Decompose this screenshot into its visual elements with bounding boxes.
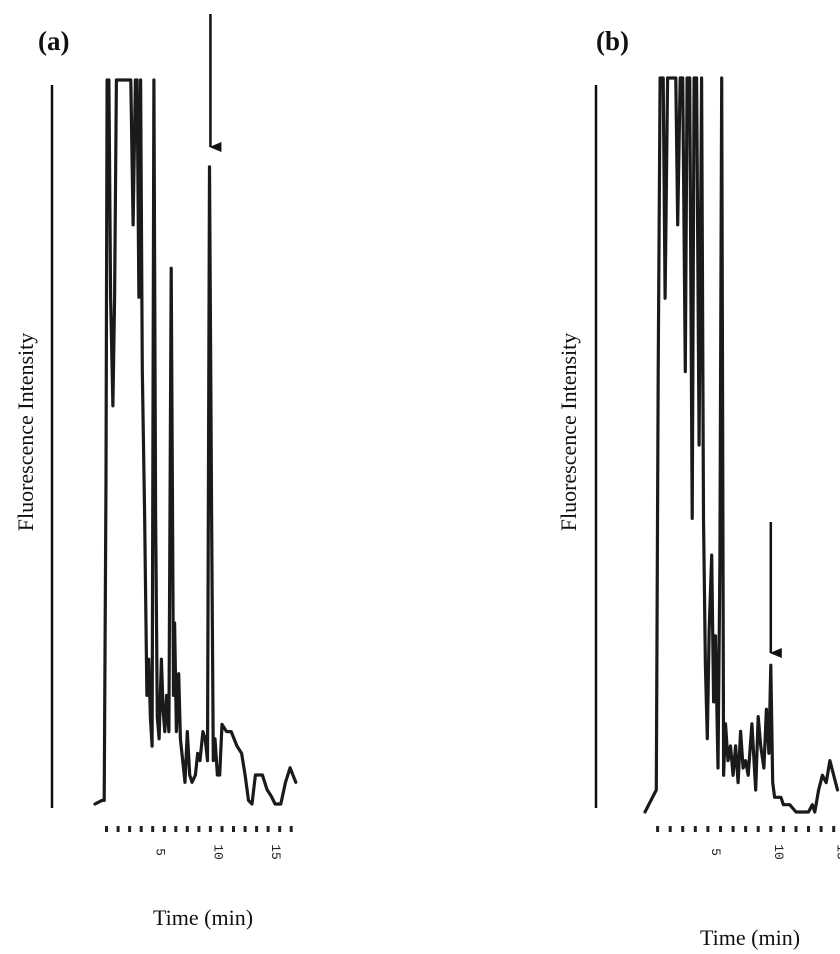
x-tick-mark bbox=[197, 826, 201, 832]
x-tick-mark bbox=[731, 826, 735, 832]
x-tick-mark bbox=[116, 826, 120, 832]
x-tick-mark bbox=[668, 826, 672, 832]
x-tick-mark bbox=[693, 826, 697, 832]
x-tick-mark bbox=[719, 826, 722, 832]
x-tick-mark bbox=[781, 826, 785, 832]
x-tick-mark bbox=[151, 826, 155, 832]
x-tick-mark bbox=[794, 826, 798, 832]
x-tick-mark bbox=[208, 826, 212, 832]
x-tick-mark bbox=[105, 826, 108, 832]
panel-b-x-tick-label-15: 15 bbox=[834, 844, 840, 860]
panel-a: (a) Fluorescence Intensity 5 10 15 Time … bbox=[13, 14, 298, 930]
panel-b-x-tick-label-10: 10 bbox=[771, 844, 786, 860]
x-tick-mark bbox=[819, 826, 823, 832]
x-tick-mark bbox=[162, 826, 166, 832]
panel-b-label: (b) bbox=[596, 26, 629, 56]
x-tick-mark bbox=[266, 826, 270, 832]
panel-a-trace bbox=[93, 78, 298, 806]
x-tick-mark bbox=[756, 826, 760, 832]
x-tick-mark bbox=[232, 826, 235, 832]
panel-a-label: (a) bbox=[38, 26, 69, 56]
x-tick-mark bbox=[769, 826, 773, 832]
x-tick-mark bbox=[832, 826, 836, 832]
x-tick-mark bbox=[807, 826, 810, 832]
x-tick-mark bbox=[174, 826, 178, 832]
panel-a-x-axis-title: Time (min) bbox=[153, 905, 253, 930]
x-tick-mark bbox=[289, 826, 293, 832]
panel-b: (b) Fluorescence Intensity 5 10 15 Time … bbox=[556, 26, 840, 950]
panel-b-x-tick-label-5: 5 bbox=[708, 848, 723, 856]
x-tick-mark bbox=[706, 826, 710, 832]
x-tick-mark bbox=[185, 826, 189, 832]
panel-a-y-axis-title: Fluorescence Intensity bbox=[13, 333, 38, 532]
x-tick-mark bbox=[220, 826, 224, 832]
panel-b-x-axis-title: Time (min) bbox=[700, 925, 800, 950]
panel-a-x-tick-label-10: 10 bbox=[210, 844, 225, 860]
x-tick-mark bbox=[681, 826, 685, 832]
panel-b-trace bbox=[643, 76, 840, 814]
x-tick-mark bbox=[128, 826, 132, 832]
x-tick-mark bbox=[139, 826, 143, 832]
panel-a-tick-dots bbox=[105, 826, 293, 832]
x-tick-mark bbox=[656, 826, 660, 832]
x-tick-mark bbox=[744, 826, 748, 832]
x-tick-mark bbox=[278, 826, 282, 832]
panel-a-x-tick-label-15: 15 bbox=[268, 844, 283, 860]
panel-b-tick-dots bbox=[656, 826, 836, 832]
panel-a-x-tick-label-5: 5 bbox=[153, 848, 168, 856]
panel-b-y-axis-title: Fluorescence Intensity bbox=[556, 333, 581, 532]
x-tick-mark bbox=[243, 826, 247, 832]
x-tick-mark bbox=[255, 826, 259, 832]
